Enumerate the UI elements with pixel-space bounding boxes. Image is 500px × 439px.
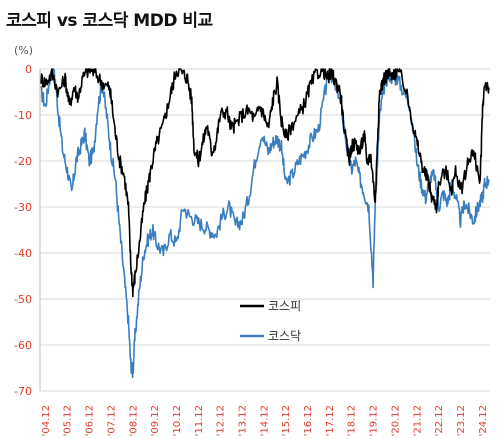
x-tick-label: '11.12 — [194, 405, 205, 436]
grid-lines — [39, 68, 490, 392]
x-tick-label: '14.12 — [259, 405, 270, 436]
x-tick-label: '17.12 — [325, 405, 336, 436]
x-tick-label: '24.12 — [478, 405, 489, 436]
x-tick-label: '07.12 — [106, 405, 117, 436]
x-tick-label: '22.12 — [434, 405, 445, 436]
y-tick-label: -40 — [14, 247, 32, 260]
series-line-kosdaq — [40, 68, 490, 379]
x-tick-label: '09.12 — [150, 405, 161, 436]
x-tick-label: '10.12 — [172, 405, 183, 436]
x-tick-label: '08.12 — [128, 405, 139, 436]
y-tick-label: -60 — [14, 339, 32, 352]
x-tick-labels: '04.12 '05.12 '06.12 '07.12 '08.12 '09.12 '10.… — [41, 405, 489, 436]
x-tick-label: '15.12 — [281, 405, 292, 436]
legend-label: 코스닥 — [268, 329, 301, 343]
legend-label: 코스피 — [268, 299, 301, 313]
y-tick-label: -70 — [14, 385, 32, 398]
series-lines — [40, 68, 490, 379]
y-tick-label: -50 — [14, 293, 32, 306]
x-tick-label: '13.12 — [238, 405, 249, 436]
x-tick-label: '04.12 — [41, 405, 52, 436]
x-tick-label: '06.12 — [85, 405, 96, 436]
y-unit-label: (%) — [14, 44, 34, 57]
x-tick-label: '05.12 — [63, 405, 74, 436]
x-tick-label: '20.12 — [390, 405, 401, 436]
y-tick-label: 0 — [25, 63, 32, 76]
x-tick-label: '23.12 — [456, 405, 467, 436]
y-tick-labels: 0 -10 -20 -30 -40 -50 -60 -70 — [14, 63, 32, 398]
y-tick-label: -20 — [14, 155, 32, 168]
y-tick-label: -30 — [14, 201, 32, 214]
x-tick-label: '12.12 — [216, 405, 227, 436]
x-tick-label: '19.12 — [369, 405, 380, 436]
x-tick-label: '18.12 — [347, 405, 358, 436]
chart-title: 코스피 vs 코스닥 MDD 비교 — [6, 11, 213, 31]
x-tick-label: '16.12 — [303, 405, 314, 436]
series-line-kospi — [40, 68, 490, 298]
x-tick-label: '21.12 — [412, 405, 423, 436]
y-tick-label: -10 — [14, 109, 32, 122]
